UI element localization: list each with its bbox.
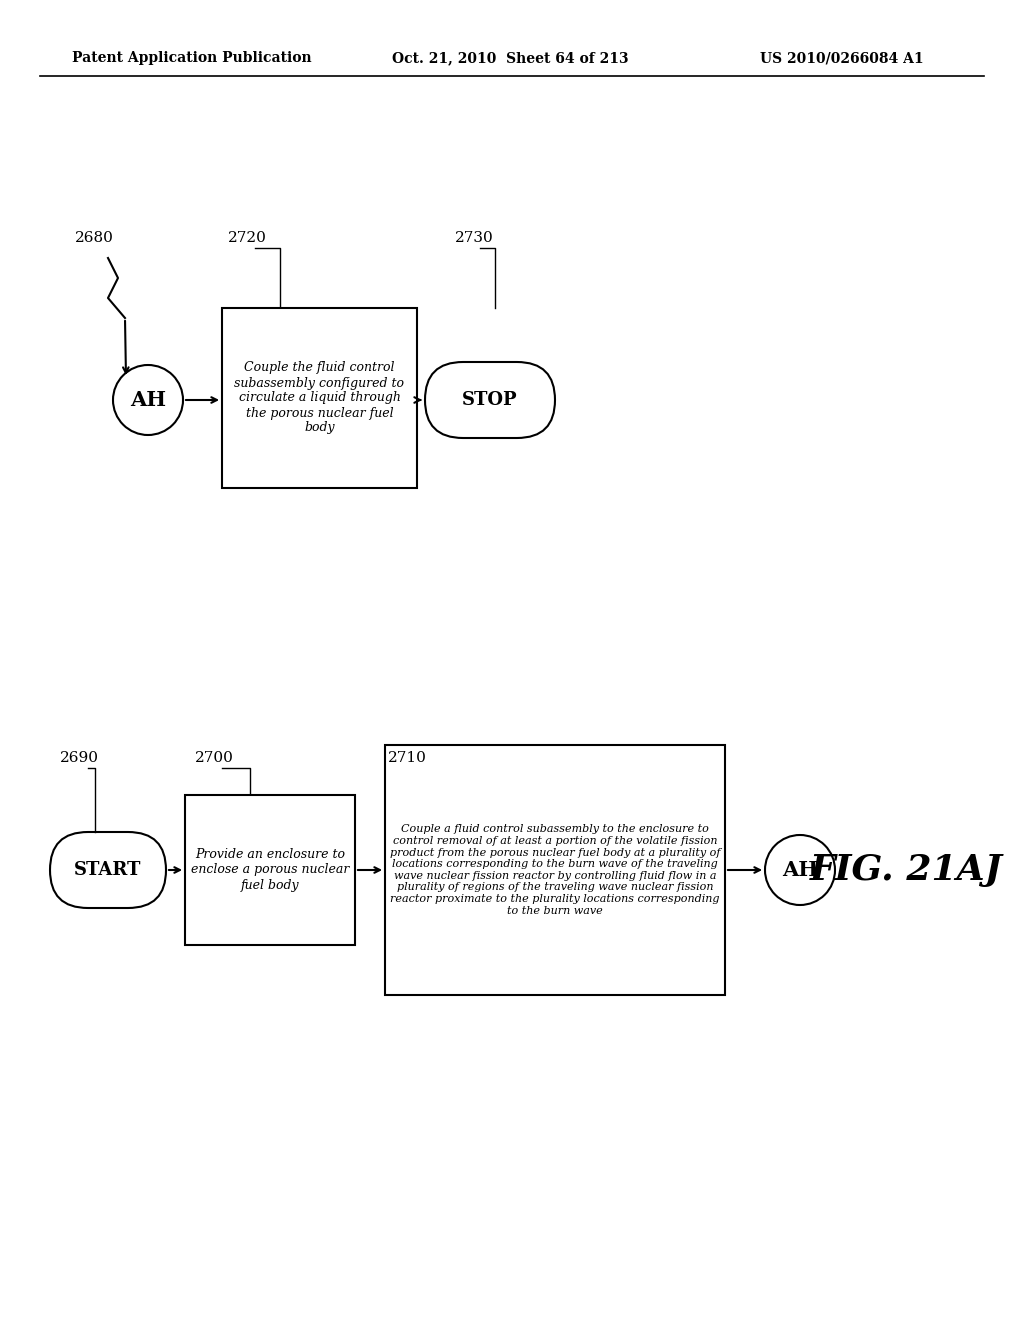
Circle shape — [113, 366, 183, 436]
Text: Patent Application Publication: Patent Application Publication — [72, 51, 311, 65]
Text: 2690: 2690 — [60, 751, 99, 766]
Text: 2700: 2700 — [195, 751, 233, 766]
Text: Couple a fluid control subassembly to the enclosure to
control removal of at lea: Couple a fluid control subassembly to th… — [390, 825, 720, 916]
Text: Couple the fluid control
subassembly configured to
circulate a liquid through
th: Couple the fluid control subassembly con… — [234, 362, 404, 434]
Text: 2680: 2680 — [75, 231, 114, 246]
Text: START: START — [75, 861, 141, 879]
FancyBboxPatch shape — [385, 744, 725, 995]
Text: 2710: 2710 — [388, 751, 427, 766]
Text: 2730: 2730 — [455, 231, 494, 246]
Text: AH: AH — [782, 861, 818, 880]
FancyBboxPatch shape — [185, 795, 355, 945]
Text: AH: AH — [130, 389, 166, 411]
Circle shape — [765, 836, 835, 906]
Text: Provide an enclosure to
enclose a porous nuclear
fuel body: Provide an enclosure to enclose a porous… — [190, 849, 349, 891]
Text: FIG. 21AJ: FIG. 21AJ — [810, 853, 1002, 887]
Text: 2720: 2720 — [228, 231, 267, 246]
FancyBboxPatch shape — [50, 832, 166, 908]
FancyBboxPatch shape — [425, 362, 555, 438]
Text: US 2010/0266084 A1: US 2010/0266084 A1 — [760, 51, 924, 65]
Text: Oct. 21, 2010  Sheet 64 of 213: Oct. 21, 2010 Sheet 64 of 213 — [392, 51, 629, 65]
Text: STOP: STOP — [462, 391, 518, 409]
FancyBboxPatch shape — [222, 308, 417, 488]
